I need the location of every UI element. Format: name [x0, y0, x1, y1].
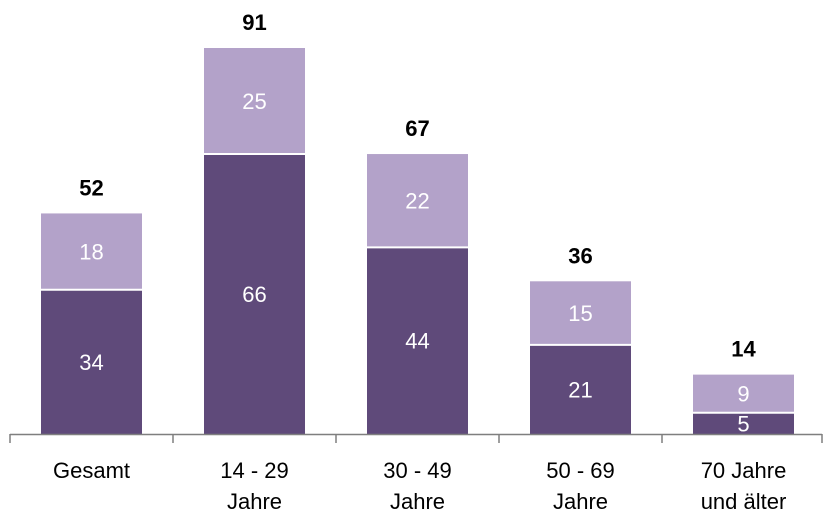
category-label-line: 14 - 29 [220, 458, 289, 483]
category-label-line: Gesamt [53, 458, 130, 483]
segment-value-label: 66 [242, 282, 266, 307]
x-axis [9, 433, 823, 443]
bar-segment-2-cat-5 [693, 374, 794, 413]
category-label-line: Jahre [227, 489, 282, 513]
total-value-label: 52 [79, 175, 103, 200]
segment-value-label: 15 [568, 301, 592, 326]
bar-segment-1-cat-5 [693, 412, 794, 434]
bar-segment-2-cat-4 [530, 281, 631, 345]
segment-value-label: 25 [242, 89, 266, 114]
bar-segment-1-cat-1 [41, 289, 142, 434]
segment-value-label: 21 [568, 377, 592, 402]
bar-segment-2-cat-3 [367, 154, 468, 248]
segment-value-label: 44 [405, 329, 429, 354]
total-value-label: 14 [731, 337, 756, 362]
category-label-line: 50 - 69 [546, 458, 615, 483]
category-label-line: Jahre [553, 489, 608, 513]
total-value-label: 36 [568, 243, 592, 268]
bars-group [41, 48, 794, 435]
category-label-line: 70 Jahre [701, 458, 787, 483]
category-label: 70 Jahre und älter [701, 458, 787, 513]
segment-value-label: 18 [79, 240, 103, 265]
category-label-line: und älter [701, 489, 787, 513]
bar-segment-2-cat-1 [41, 213, 142, 290]
category-label: 50 - 69 Jahre [546, 458, 615, 513]
total-value-label: 91 [242, 10, 266, 35]
bar-segment-1-cat-4 [530, 344, 631, 434]
category-label: 14 - 29 Jahre [220, 458, 289, 513]
bar-segment-1-cat-2 [204, 154, 305, 435]
bar-segment-1-cat-3 [367, 247, 468, 434]
category-label: Gesamt [53, 458, 130, 483]
category-label: 30 - 49 Jahre [383, 458, 452, 513]
segment-value-label: 22 [405, 189, 429, 214]
category-label-line: 30 - 49 [383, 458, 452, 483]
labels-group: 34 18 52 Gesamt 66 25 91 14 - 29 Jahre 44 22 67 30 -… [53, 10, 786, 513]
category-label-line: Jahre [390, 489, 445, 513]
segment-value-label: 9 [737, 382, 749, 407]
segment-value-label: 5 [737, 411, 749, 436]
segment-value-label: 34 [79, 350, 103, 375]
bar-segment-2-cat-2 [204, 48, 305, 155]
total-value-label: 67 [405, 116, 429, 141]
